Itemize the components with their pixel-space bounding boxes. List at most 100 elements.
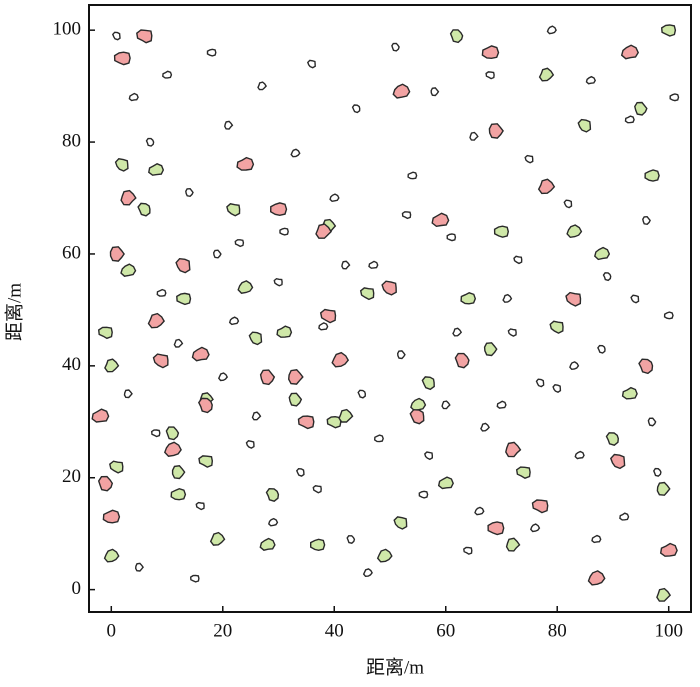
crown [209, 531, 226, 546]
crown [109, 246, 125, 262]
crown [381, 280, 397, 296]
crown [319, 308, 337, 324]
crown [660, 24, 677, 37]
crown [259, 537, 276, 551]
crown [585, 75, 596, 85]
crown [656, 587, 671, 602]
crown [288, 392, 303, 407]
crown [591, 534, 602, 544]
crown [114, 158, 129, 172]
crown [156, 288, 167, 297]
crown [103, 548, 120, 563]
crown [173, 338, 184, 348]
crown [109, 460, 124, 474]
crown [663, 311, 674, 320]
crown [120, 189, 137, 206]
crown [257, 81, 267, 91]
crown [331, 351, 350, 368]
crown [566, 224, 583, 239]
crown [597, 344, 606, 354]
crown [376, 548, 393, 563]
y-tick-label: 80 [62, 130, 81, 151]
crown [310, 538, 326, 552]
crown [407, 171, 418, 180]
crown [226, 203, 241, 217]
x-tick-label: 80 [548, 620, 567, 641]
crown [373, 434, 384, 443]
crown [123, 389, 133, 399]
crown [120, 263, 137, 277]
crown [150, 429, 161, 438]
crown [488, 123, 504, 139]
crown [577, 118, 592, 133]
crown [401, 211, 412, 220]
crown [368, 260, 379, 269]
crown [630, 294, 640, 304]
crown [176, 292, 192, 306]
crown [393, 516, 408, 530]
crown [297, 415, 315, 430]
crown [97, 475, 114, 492]
crown [245, 440, 255, 449]
y-tick-label: 20 [62, 466, 81, 487]
crown [148, 163, 165, 176]
crown [513, 255, 523, 265]
crown [605, 432, 620, 446]
crown [91, 408, 110, 423]
crown [538, 67, 555, 82]
crown [326, 415, 342, 429]
crown [248, 331, 263, 346]
crown [449, 29, 464, 44]
crown [191, 346, 210, 362]
y-tick-label: 100 [53, 19, 82, 40]
crown [496, 400, 507, 409]
crown [306, 59, 316, 69]
crown [480, 422, 490, 432]
crown [624, 115, 635, 124]
crown [430, 87, 440, 97]
crown [644, 169, 660, 182]
crown [234, 239, 245, 248]
crown [357, 389, 367, 399]
x-tick-label: 60 [436, 620, 455, 641]
crown [563, 199, 573, 209]
crown [594, 246, 611, 261]
crown [279, 227, 289, 236]
crown [621, 386, 638, 400]
crown [346, 535, 356, 544]
crown [267, 517, 279, 527]
crown [502, 293, 513, 303]
crown [206, 48, 217, 57]
x-tick-label: 20 [213, 620, 232, 641]
crown [659, 542, 678, 557]
crown [236, 156, 255, 171]
crown [569, 361, 580, 371]
crown [212, 249, 222, 259]
crown [552, 384, 562, 393]
crown [546, 25, 557, 35]
crown [273, 277, 283, 287]
crown [185, 187, 194, 198]
crown [134, 562, 144, 572]
crown [170, 487, 187, 501]
crown [396, 350, 406, 360]
crown [312, 485, 322, 494]
crown [290, 148, 301, 158]
crown [315, 223, 332, 239]
crown [269, 202, 288, 217]
crown [487, 521, 505, 536]
crown [421, 376, 435, 391]
crown [165, 426, 180, 441]
crown [338, 408, 354, 423]
crown [531, 499, 549, 514]
crown [535, 378, 545, 388]
crown [104, 358, 120, 373]
crown [493, 225, 510, 238]
x-tick-label: 0 [107, 620, 117, 641]
crown [431, 212, 450, 228]
crown [163, 441, 182, 457]
crown [481, 45, 500, 60]
crown [469, 131, 479, 141]
crown [228, 316, 240, 326]
